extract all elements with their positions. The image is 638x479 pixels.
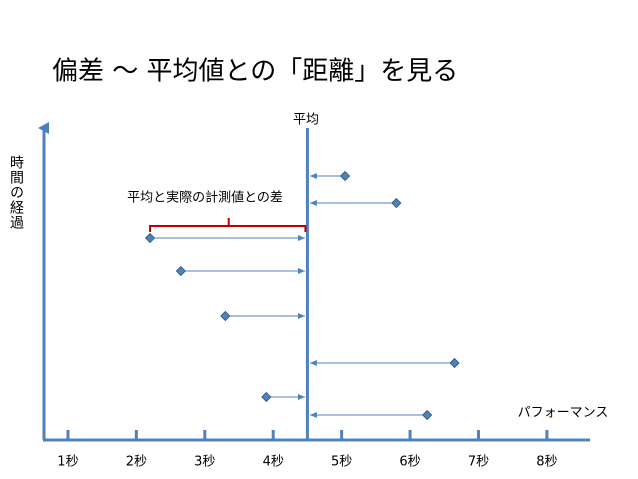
data-point <box>449 357 460 369</box>
data-point <box>144 232 156 244</box>
chart-title: 偏差 〜 平均値との「距離」を見る <box>52 57 458 87</box>
data-point <box>391 197 402 209</box>
annotation-bracket <box>149 218 307 232</box>
x-tick-label: 6秒 <box>399 455 420 470</box>
x-tick-label: 8秒 <box>536 455 557 470</box>
x-tick-label: 2秒 <box>126 455 147 470</box>
x-tick-label: 3秒 <box>194 455 215 470</box>
x-tick-label: 4秒 <box>263 455 284 470</box>
annotation: 平均と実際の計測値との差 <box>127 190 283 206</box>
x-tick-label: 5秒 <box>331 455 352 470</box>
data-point <box>339 170 351 182</box>
y-axis-label: 時間の経過 <box>8 155 24 230</box>
x-axis-label: パフォーマンス <box>518 406 609 421</box>
x-tick-label: 1秒 <box>57 455 78 470</box>
mean-label: 平均 <box>293 113 319 128</box>
data-point <box>220 310 231 322</box>
data-point <box>422 409 433 421</box>
data-point <box>175 265 186 277</box>
x-tick-label: 7秒 <box>468 455 489 470</box>
data-point <box>261 391 272 403</box>
